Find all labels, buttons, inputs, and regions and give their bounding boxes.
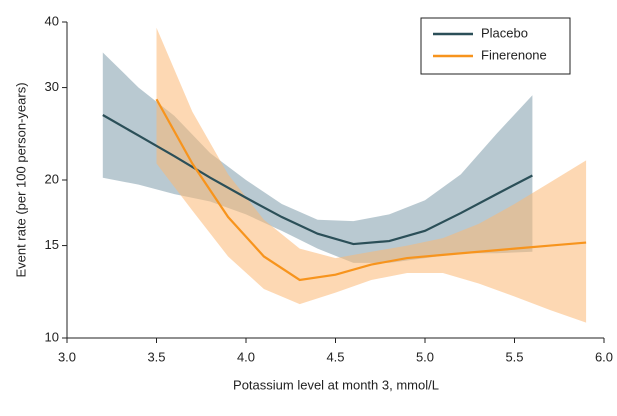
x-tick-label: 4.5 [326,349,344,364]
y-tick-label: 10 [45,329,59,344]
confidence-band [156,27,587,323]
confidence-band [102,52,533,263]
legend-label: Finerenone [481,47,547,62]
legend-label: Placebo [481,25,528,40]
series-line [102,114,533,246]
x-tick-label: 5.0 [416,349,434,364]
x-tick-label: 6.0 [595,349,613,364]
x-tick-label: 5.5 [505,349,523,364]
x-tick-label: 3.5 [147,349,165,364]
y-axis-label: Event rate (per 100 person-years) [13,82,28,277]
y-tick-label: 20 [45,171,59,186]
x-axis-label: Potassium level at month 3, mmol/L [233,377,439,392]
y-tick-label: 30 [45,79,59,94]
series-line [155,98,587,282]
y-tick-label: 40 [45,13,59,28]
x-tick-label: 4.0 [237,349,255,364]
legend-box [420,17,571,75]
y-tick-label: 15 [45,237,59,252]
x-tick-label: 3.0 [58,349,76,364]
